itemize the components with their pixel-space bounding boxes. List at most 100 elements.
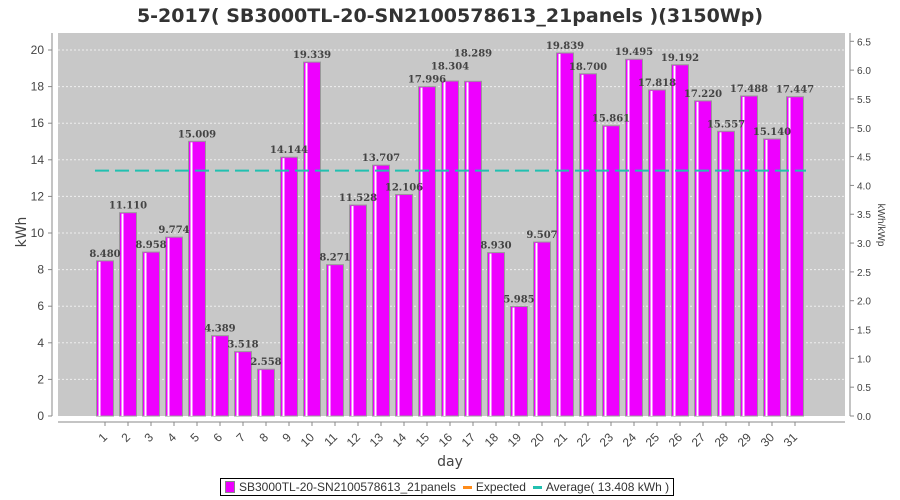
bar-highlight	[259, 370, 262, 416]
bar-day-2	[119, 212, 137, 417]
bar-highlight	[535, 243, 538, 416]
bar-value-label: 11.528	[339, 193, 377, 204]
y2-tick-label: 6.0	[857, 66, 871, 77]
bar-day-26	[671, 64, 689, 417]
bar-day-20	[533, 241, 551, 417]
bar-value-label: 18.289	[454, 49, 492, 60]
x-tick-label: 16	[436, 430, 456, 450]
bar-day-17	[464, 80, 482, 417]
x-tick-label: 29	[735, 430, 755, 450]
bar-value-label: 17.447	[776, 85, 814, 96]
bar-day-7	[234, 351, 252, 417]
bar-highlight	[397, 195, 400, 416]
y2-tick-label: 5.0	[857, 124, 871, 135]
x-tick-label: 31	[781, 430, 801, 450]
legend-expected: Expected	[475, 480, 526, 494]
bar-day-12	[349, 204, 367, 417]
x-tick-label: 5	[187, 430, 202, 445]
x-tick-label: 21	[551, 430, 571, 450]
x-tick-label: 6	[210, 430, 225, 445]
bar-value-label: 3.518	[227, 340, 258, 351]
legend: SB3000TL-20-SN2100578613_21panels Expect…	[220, 478, 675, 496]
bar-highlight	[121, 213, 124, 416]
bar-day-13	[372, 164, 390, 417]
bar-highlight	[328, 265, 331, 416]
bar-value-label: 15.557	[707, 119, 745, 130]
x-tick-label: 13	[367, 430, 387, 450]
bar-value-label: 12.106	[385, 182, 423, 193]
y2-tick-label: 4.0	[857, 181, 871, 192]
bar-value-label: 19.839	[546, 41, 584, 52]
bar-highlight	[466, 82, 469, 416]
bar-day-23	[602, 125, 620, 417]
bar-highlight	[558, 53, 561, 417]
legend-swatch-expected	[462, 485, 472, 489]
bar-value-label: 15.140	[753, 127, 791, 138]
y2-axis-label: kWh/kWp	[875, 204, 886, 247]
bar-value-label: 8.958	[135, 240, 166, 251]
y2-tick-label: 1.0	[857, 354, 871, 365]
bar-value-label: 4.389	[204, 324, 235, 335]
bar-highlight	[98, 261, 101, 416]
x-tick-label: 1	[95, 430, 110, 445]
x-tick-label: 4	[164, 430, 179, 445]
y-tick-label: 4	[37, 336, 44, 350]
bar-highlight	[282, 158, 285, 416]
bar-highlight	[512, 307, 515, 416]
bar-highlight	[650, 90, 653, 416]
bar-day-31	[786, 96, 804, 417]
bar-day-18	[487, 252, 505, 417]
bar-value-label: 8.480	[89, 249, 120, 260]
y-tick-label: 8	[37, 263, 44, 277]
y2-tick-label: 0.5	[857, 383, 871, 394]
bar-day-10	[303, 61, 321, 417]
y-tick-label: 14	[31, 153, 45, 167]
bar-highlight	[765, 139, 768, 417]
bar-highlight	[696, 101, 699, 417]
bar-highlight	[673, 65, 676, 416]
bar-day-11	[326, 264, 344, 417]
bar-value-label: 2.558	[250, 357, 281, 368]
x-tick-label: 17	[459, 430, 479, 450]
bar-day-14	[395, 193, 413, 417]
bar-highlight	[581, 74, 584, 416]
bar-highlight	[374, 166, 377, 416]
bar-value-label: 11.110	[109, 201, 147, 212]
y-tick-label: 16	[31, 116, 45, 130]
bar-day-6	[211, 335, 229, 417]
bar-highlight	[213, 336, 216, 416]
y2-tick-label: 2.0	[857, 297, 871, 308]
bar-value-label: 19.495	[615, 47, 653, 58]
bar-value-label: 8.271	[319, 253, 350, 264]
x-tick-label: 2	[118, 430, 133, 445]
bar-highlight	[351, 206, 354, 416]
legend-swatch-average	[532, 485, 542, 489]
bar-highlight	[305, 63, 308, 416]
x-tick-label: 20	[528, 430, 548, 450]
bar-highlight	[788, 97, 791, 416]
x-axis-label: day	[437, 454, 463, 470]
x-tick-label: 14	[390, 430, 410, 450]
x-tick-label: 22	[574, 430, 594, 450]
bar-highlight	[190, 142, 193, 416]
x-tick-label: 18	[482, 430, 502, 450]
bar-value-label: 8.930	[480, 241, 511, 252]
bar-highlight	[489, 253, 492, 416]
bar-value-label: 18.304	[431, 62, 469, 73]
bar-highlight	[236, 352, 239, 416]
y2-tick-label: 2.5	[857, 268, 871, 279]
x-tick-label: 11	[321, 430, 340, 449]
bar-value-label: 18.700	[569, 62, 607, 73]
bar-highlight	[144, 253, 147, 416]
bar-day-3	[142, 251, 160, 417]
bar-value-label: 17.488	[730, 84, 768, 95]
x-tick-label: 24	[620, 430, 640, 450]
x-tick-label: 26	[666, 430, 686, 450]
bar-value-label: 17.818	[638, 78, 676, 89]
bar-highlight	[627, 60, 630, 416]
legend-swatch-series	[225, 481, 235, 493]
bar-highlight	[167, 238, 170, 416]
bar-value-label: 13.707	[362, 153, 400, 164]
bar-day-5	[188, 140, 206, 417]
